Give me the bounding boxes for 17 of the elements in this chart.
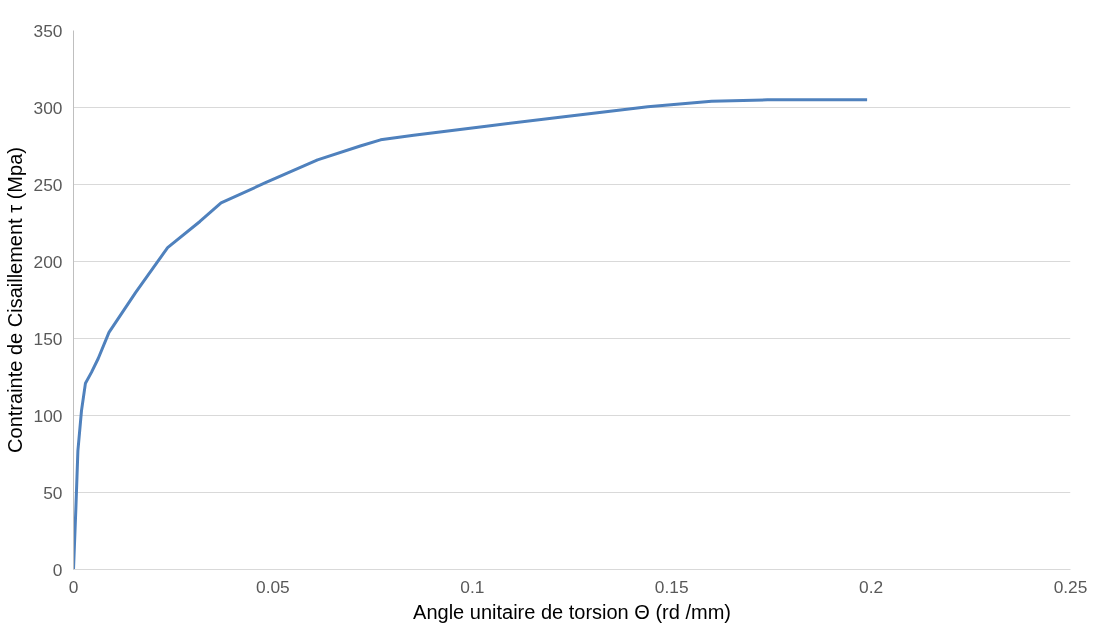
y-tick-label: 150 (33, 328, 63, 349)
x-axis-title: Angle unitaire de torsion Θ (rd /mm) (413, 600, 731, 623)
x-tick-label: 0.25 (1053, 576, 1088, 597)
y-tick-label: 100 (33, 405, 63, 426)
x-tick-label: 0 (68, 576, 79, 597)
y-axis-title: Contrainte de Cisaillement τ (Mpa) (3, 147, 26, 453)
x-tick-label: 0.05 (256, 576, 290, 597)
y-tick-label: 350 (33, 20, 63, 41)
y-tick-label: 200 (33, 251, 63, 272)
x-tick-label: 0.15 (654, 576, 689, 597)
y-tick-label: 300 (33, 97, 63, 118)
y-tick-label: 50 (43, 482, 63, 503)
x-tick-label: 0.2 (859, 576, 884, 597)
y-tick-label: 0 (52, 559, 63, 580)
x-tick-label: 0.1 (460, 576, 485, 597)
y-tick-label: 250 (33, 174, 63, 195)
line-series (73, 98, 869, 570)
